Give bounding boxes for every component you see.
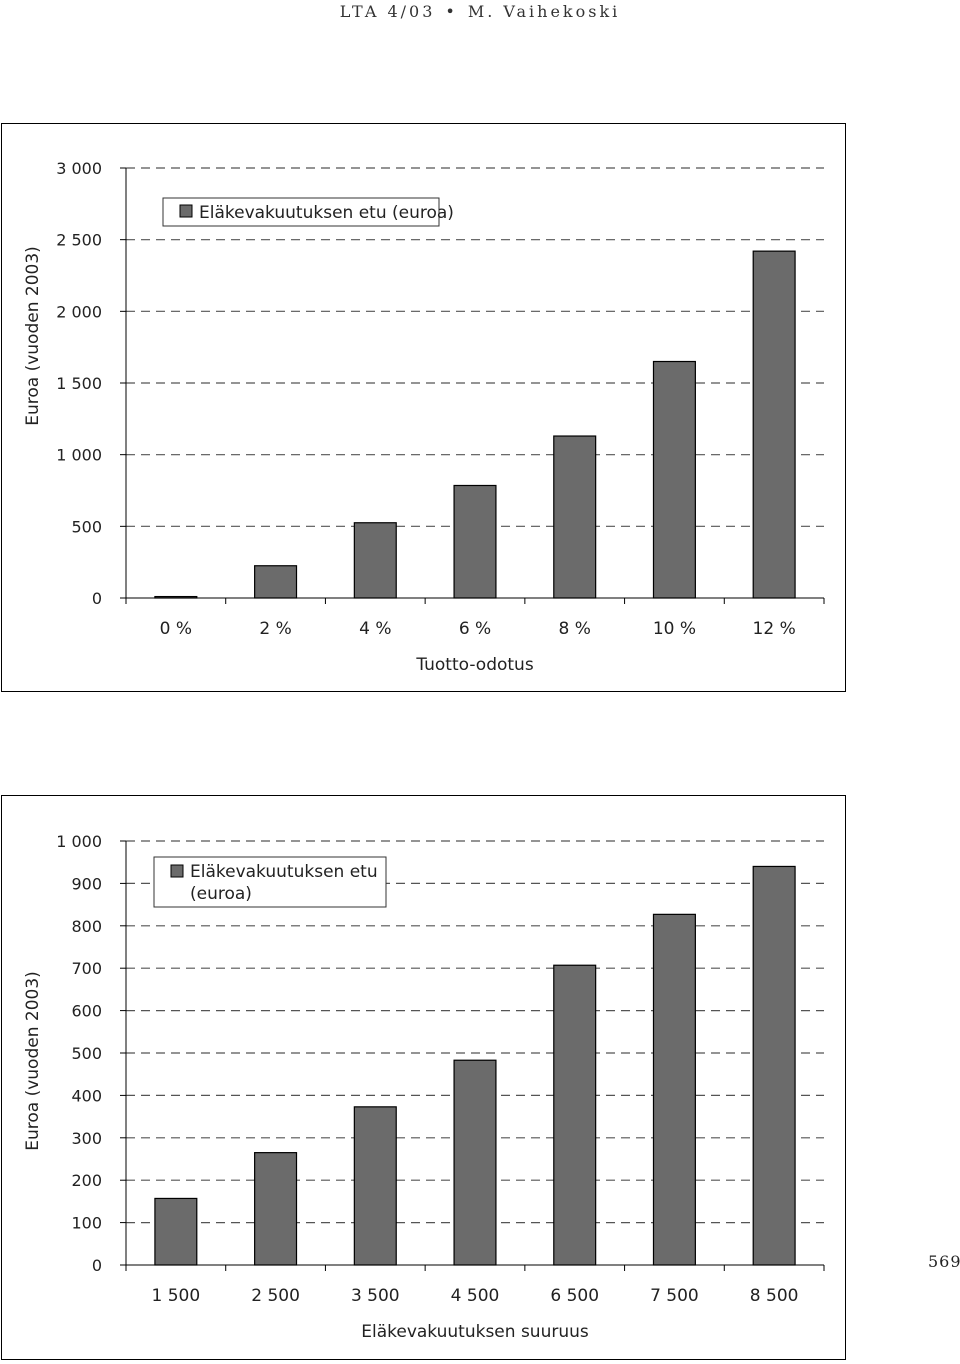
chart1-xtick-label: 8 % <box>559 619 591 639</box>
chart1-ytick-label: 2 500 <box>56 231 102 250</box>
chart-insurance-size: 0 100 200 300 400 500 600 700 800 900 1 000 1 500 2 … <box>1 795 846 1360</box>
page-number: 569 <box>928 1252 960 1271</box>
chart2-xtick-label: 4 500 <box>451 1286 500 1306</box>
running-header: LTA 4/03 • M. Vaihekoski <box>0 2 960 21</box>
chart1-y-axis-title: Euroa (vuoden 2003) <box>23 246 43 426</box>
chart2-bar <box>154 1197 198 1266</box>
chart1-ytick-label: 3 000 <box>56 159 102 178</box>
chart2-bar <box>254 1152 298 1266</box>
chart2-bar <box>652 913 696 1266</box>
chart2-xtick-label: 2 500 <box>251 1286 300 1306</box>
bullet-separator: • <box>445 2 458 21</box>
chart-return-expectation: 0 500 1 000 1 500 2 000 2 500 3 000 0 % 2 % 4 % 6 … <box>1 123 846 692</box>
chart1-bar <box>353 522 397 599</box>
chart1-xtick-label: 6 % <box>459 619 491 639</box>
chart2-bar <box>453 1059 497 1266</box>
chart1-ytick-label: 1 500 <box>56 374 102 393</box>
chart1-bar <box>652 360 696 599</box>
chart2-ytick-label: 500 <box>71 1044 102 1063</box>
chart1-bar <box>553 435 597 599</box>
chart1-ytick-label: 1 000 <box>56 446 102 465</box>
chart2-xtick-label: 1 500 <box>152 1286 201 1306</box>
chart2-ytick-label: 700 <box>71 959 102 978</box>
chart2-bar <box>752 865 796 1266</box>
chart1-bar <box>254 565 298 599</box>
chart-2-svg: 0 100 200 300 400 500 600 700 800 900 1 000 1 500 2 … <box>23 832 825 1342</box>
chart1-ytick-label: 500 <box>71 517 102 536</box>
chart1-xtick-label: 10 % <box>653 619 696 639</box>
chart1-bar <box>154 595 198 599</box>
chart2-legend-swatch <box>170 864 184 878</box>
chart2-x-axis-title: Eläkevakuutuksen suuruus <box>361 1322 589 1342</box>
chart2-legend-label: (euroa) <box>190 884 252 904</box>
chart1-ytick-label: 0 <box>92 589 102 608</box>
chart2-legend-box <box>153 856 387 908</box>
chart1-xtick-label: 0 % <box>160 619 192 639</box>
chart1-xtick-label: 4 % <box>359 619 391 639</box>
chart2-ytick-label: 900 <box>71 874 102 893</box>
chart2-ytick-label: 0 <box>92 1256 102 1275</box>
chart2-ytick-label: 300 <box>71 1129 102 1148</box>
chart2-xtick-label: 6 500 <box>550 1286 599 1306</box>
chart2-ytick-label: 600 <box>71 1002 102 1021</box>
chart2-ytick-label: 100 <box>71 1214 102 1233</box>
chart2-legend-label: Eläkevakuutuksen etu <box>190 862 378 882</box>
chart1-xtick-label: 2 % <box>259 619 291 639</box>
chart1-x-axis-title: Tuotto-odotus <box>415 655 534 675</box>
chart2-ytick-label: 800 <box>71 917 102 936</box>
author-name: M. Vaihekoski <box>467 2 621 21</box>
journal-issue: LTA 4/03 <box>339 2 436 21</box>
chart1-legend-box <box>162 197 440 227</box>
chart2-ytick-label: 1 000 <box>56 832 102 851</box>
chart2-xtick-label: 7 500 <box>650 1286 699 1306</box>
chart1-xtick-label: 12 % <box>753 619 796 639</box>
chart1-legend-swatch <box>179 204 193 218</box>
chart2-bar <box>553 964 597 1266</box>
chart2-ytick-label: 200 <box>71 1171 102 1190</box>
chart1-ytick-label: 2 000 <box>56 302 102 321</box>
chart2-y-axis-title: Euroa (vuoden 2003) <box>23 971 43 1151</box>
chart2-xtick-label: 3 500 <box>351 1286 400 1306</box>
chart-1-svg: 0 500 1 000 1 500 2 000 2 500 3 000 0 % 2 % 4 % 6 … <box>23 159 825 675</box>
chart2-xtick-label: 8 500 <box>750 1286 799 1306</box>
chart1-bar <box>752 250 796 599</box>
chart1-legend-label: Eläkevakuutuksen etu (euroa) <box>199 203 454 223</box>
chart2-bar <box>353 1106 397 1266</box>
chart2-ytick-label: 400 <box>71 1086 102 1105</box>
chart1-bar <box>453 484 497 599</box>
